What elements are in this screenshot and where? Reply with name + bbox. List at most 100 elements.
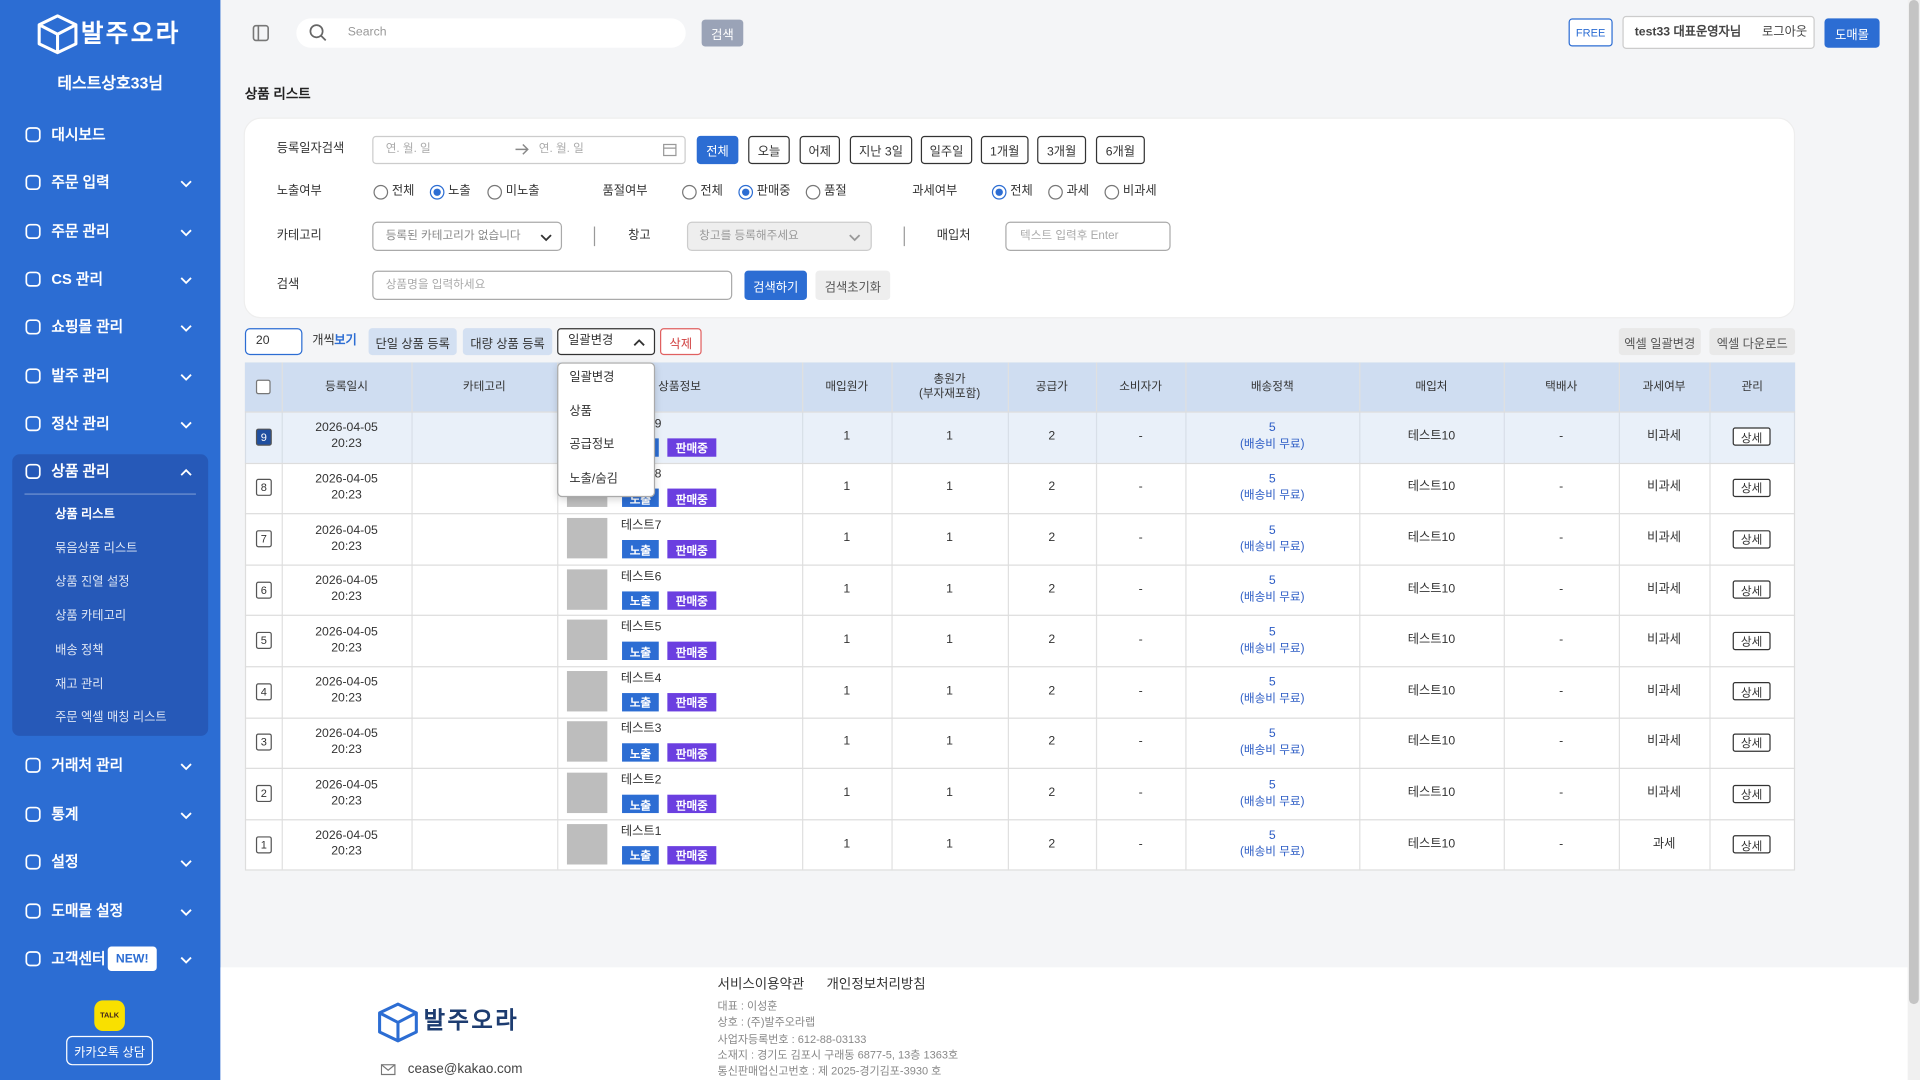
table	[244, 362, 1796, 871]
row-number-box[interactable]: 8	[255, 479, 272, 497]
detail-button[interactable]: 상세	[1732, 784, 1771, 803]
dropdown-item[interactable]: 상품	[569, 404, 592, 419]
menu-item[interactable]: 주문 관리	[51, 222, 110, 240]
date-button[interactable]: 전체	[696, 135, 739, 165]
menu-item[interactable]: 발주 관리	[51, 366, 110, 384]
search-submit[interactable]: 검색하기	[744, 270, 807, 301]
dropdown-item[interactable]: 노출/숨김	[569, 472, 618, 487]
shipping-fee[interactable]: 5	[1268, 727, 1276, 741]
shipping-fee[interactable]: 5	[1268, 421, 1276, 436]
submenu-item[interactable]: 상품 카테고리	[55, 609, 127, 624]
radio[interactable]	[1048, 184, 1063, 200]
search-button[interactable]: 검색	[701, 19, 744, 47]
date-button[interactable]: 1개월	[980, 135, 1029, 165]
menu-icon	[24, 853, 41, 870]
shipping-note[interactable]: (배송비 무료)	[1239, 590, 1305, 605]
menu-item[interactable]: 고객센터	[51, 949, 106, 968]
detail-button[interactable]: 상세	[1732, 478, 1771, 498]
shipping-fee[interactable]: 5	[1268, 625, 1276, 639]
warehouse-chevron-svg	[849, 234, 861, 242]
kakao-button[interactable]: 카카오톡 상담	[66, 1035, 154, 1066]
date-button[interactable]: 오늘	[748, 135, 790, 165]
warehouse-select[interactable]	[686, 221, 872, 252]
row-number-box[interactable]: 1	[255, 835, 272, 853]
delete-button[interactable]: 삭제	[660, 328, 702, 356]
radio[interactable]	[805, 184, 821, 200]
menu-item[interactable]: 도매몰 설정	[51, 901, 124, 919]
header-checkbox[interactable]	[255, 379, 271, 395]
search-reset[interactable]: 검색초기화	[815, 270, 891, 301]
submenu-item[interactable]: 주문 엑셀 매칭 리스트	[55, 711, 167, 726]
bulk-register[interactable]: 대량 상품 등록	[462, 328, 553, 356]
menu-item[interactable]: 상품 관리	[51, 462, 110, 480]
single-register[interactable]: 단일 상품 등록	[368, 328, 457, 356]
row-number-box[interactable]: 3	[255, 733, 272, 752]
date-button[interactable]: 지난 3일	[849, 135, 913, 165]
footer-link[interactable]: 개인정보처리방침	[826, 977, 926, 993]
shipping-fee[interactable]: 5	[1268, 778, 1276, 792]
radio[interactable]	[373, 184, 389, 200]
search-box[interactable]	[296, 18, 686, 48]
shipping-fee[interactable]: 5	[1268, 574, 1276, 588]
submenu-item[interactable]: 상품 진열 설정	[55, 575, 130, 590]
product-search-input[interactable]	[372, 270, 733, 301]
menu-item[interactable]: 대시보드	[51, 125, 106, 144]
shipping-note[interactable]: (배송비 무료)	[1239, 641, 1305, 656]
menu-item[interactable]: CS 관리	[51, 270, 103, 288]
shipping-fee[interactable]: 5	[1268, 523, 1276, 537]
row-number-box[interactable]: 9	[255, 428, 272, 446]
dropdown-item[interactable]: 일괄변경	[569, 371, 615, 385]
row-number-box[interactable]: 4	[255, 683, 272, 701]
category-select[interactable]	[372, 221, 563, 252]
row-number-box[interactable]: 7	[255, 530, 272, 548]
detail-button[interactable]: 상세	[1732, 733, 1771, 752]
menu-item[interactable]: 쇼핑몰 관리	[51, 318, 124, 336]
detail-button[interactable]: 상세	[1732, 580, 1771, 599]
date-button[interactable]: 6개월	[1095, 135, 1145, 165]
row-number-box[interactable]: 5	[255, 632, 272, 650]
detail-button[interactable]: 상세	[1732, 682, 1771, 701]
excel-download[interactable]: 엑셀 다운로드	[1709, 328, 1796, 356]
shipping-fee[interactable]: 5	[1268, 829, 1276, 843]
page-size-input[interactable]	[244, 328, 303, 356]
logout[interactable]: 로그아웃	[1762, 25, 1808, 40]
shipping-note[interactable]: (배송비 무료)	[1239, 488, 1305, 503]
shipping-note[interactable]: (배송비 무료)	[1239, 692, 1305, 707]
row-number-box[interactable]: 2	[255, 784, 272, 803]
dropdown-item[interactable]: 공급정보	[569, 438, 615, 453]
date-button[interactable]: 어제	[799, 135, 841, 165]
footer-link[interactable]: 서비스이용약관	[717, 977, 805, 993]
menu-item[interactable]: 거래처 관리	[51, 756, 124, 774]
detail-button[interactable]: 상세	[1732, 631, 1771, 650]
shipping-note[interactable]: (배송비 무료)	[1239, 437, 1305, 452]
submenu-item[interactable]: 묶음상품 리스트	[55, 542, 138, 556]
detail-button[interactable]: 상세	[1732, 427, 1771, 447]
menu-item[interactable]: 정산 관리	[51, 414, 110, 432]
menu-item[interactable]: 주문 입력	[51, 174, 110, 192]
submenu-item[interactable]: 상품 리스트	[55, 508, 115, 522]
submenu-item[interactable]: 배송 정책	[55, 643, 104, 658]
radio[interactable]	[682, 184, 697, 200]
detail-button[interactable]: 상세	[1732, 529, 1771, 548]
shipping-note[interactable]: (배송비 무료)	[1239, 845, 1305, 859]
radio[interactable]	[487, 184, 503, 200]
excel-batch[interactable]: 엑셀 일괄변경	[1618, 328, 1701, 356]
shipping-note[interactable]: (배송비 무료)	[1239, 794, 1305, 808]
submenu-item[interactable]: 재고 관리	[55, 677, 104, 692]
wholesale-button[interactable]: 도매몰	[1824, 18, 1880, 48]
radio[interactable]	[1104, 184, 1120, 200]
menu-item[interactable]: 통계	[51, 804, 79, 823]
column-divider	[557, 362, 559, 871]
shipping-fee[interactable]: 5	[1268, 472, 1276, 486]
row-number-box[interactable]: 6	[255, 581, 272, 599]
shipping-fee[interactable]: 5	[1268, 676, 1276, 690]
date-button[interactable]: 일주일	[920, 135, 973, 165]
date-button[interactable]: 3개월	[1037, 135, 1087, 165]
vendor-input[interactable]	[1005, 221, 1171, 252]
reg-date: 2026-04-05	[315, 625, 378, 639]
detail-button[interactable]: 상세	[1732, 835, 1771, 854]
menu-item[interactable]: 설정	[51, 853, 79, 871]
date-range[interactable]	[372, 135, 686, 165]
shipping-note[interactable]: (배송비 무료)	[1239, 743, 1305, 757]
shipping-note[interactable]: (배송비 무료)	[1239, 539, 1305, 554]
